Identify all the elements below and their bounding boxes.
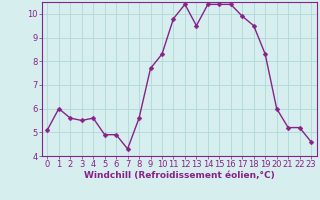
X-axis label: Windchill (Refroidissement éolien,°C): Windchill (Refroidissement éolien,°C)	[84, 171, 275, 180]
